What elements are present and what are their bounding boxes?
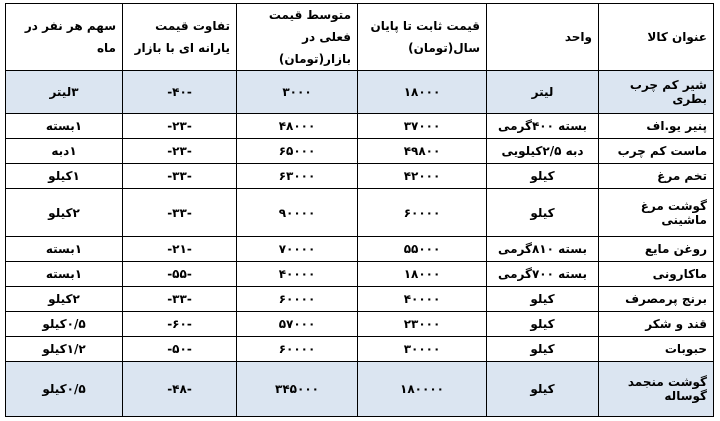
table-cell: بسته ۴۰۰گرمی bbox=[486, 113, 599, 139]
table-cell: ۱بسته bbox=[5, 261, 123, 287]
table-cell: ۱۸۰۰۰۰ bbox=[357, 361, 487, 417]
table-cell: ۱۸۰۰۰ bbox=[357, 70, 487, 114]
table-cell: ۶۵۰۰۰ bbox=[236, 138, 358, 164]
table-row: گوشت منجمد گوساله کیلو ۱۸۰۰۰۰ ۳۴۵۰۰۰ -۴۸- ۰/۵… bbox=[5, 361, 714, 417]
table-cell: ۶۰۰۰۰ bbox=[357, 188, 487, 237]
table-cell: ۱بسته bbox=[5, 113, 123, 139]
table-cell: ۲کیلو bbox=[5, 286, 123, 312]
table-cell: -۲۱- bbox=[122, 236, 237, 262]
header-cell: عنوان کالا bbox=[598, 3, 714, 71]
table-row: شیر کم چرب بطری لیتر ۱۸۰۰۰ ۳۰۰۰ -۴۰- ۳لیتر bbox=[5, 70, 714, 114]
table-cell: ۵۵۰۰۰ bbox=[357, 236, 487, 262]
item-name: برنج پرمصرف bbox=[598, 286, 714, 312]
table-cell: ۱/۲کیلو bbox=[5, 336, 123, 362]
table-cell: بسته ۷۰۰گرمی bbox=[486, 261, 599, 287]
table-cell: ۱۸۰۰۰ bbox=[357, 261, 487, 287]
table-cell: -۴۰- bbox=[122, 70, 237, 114]
item-name: شیر کم چرب بطری bbox=[598, 70, 714, 114]
header-row: عنوان کالا واحد قیمت ثابت تا پایان سال(توم… bbox=[5, 3, 714, 71]
table-cell: ۰/۵کیلو bbox=[5, 311, 123, 337]
table-cell: کیلو bbox=[486, 336, 599, 362]
table-cell: ۴۰۰۰۰ bbox=[236, 261, 358, 287]
header-cell: سهم هر نفر در ماه bbox=[5, 3, 123, 71]
table-cell: -۴۸- bbox=[122, 361, 237, 417]
table-cell: ۶۳۰۰۰ bbox=[236, 163, 358, 189]
item-name: ماکارونی bbox=[598, 261, 714, 287]
table-cell: ۵۷۰۰۰ bbox=[236, 311, 358, 337]
table-row: قند و شکر کیلو ۲۳۰۰۰ ۵۷۰۰۰ -۶۰- ۰/۵کیلو bbox=[5, 311, 714, 337]
table-cell: ۱بسته bbox=[5, 236, 123, 262]
table-cell: کیلو bbox=[486, 188, 599, 237]
table-cell: ۲کیلو bbox=[5, 188, 123, 237]
table-cell: -۳۳- bbox=[122, 188, 237, 237]
header-cell: متوسط قیمت فعلی در بازار(تومان) bbox=[236, 3, 358, 71]
table-cell: کیلو bbox=[486, 361, 599, 417]
table-cell: ۷۰۰۰۰ bbox=[236, 236, 358, 262]
item-name: گوشت منجمد گوساله bbox=[598, 361, 714, 417]
item-name: گوشت مرغ ماشینی bbox=[598, 188, 714, 237]
table-row: گوشت مرغ ماشینی کیلو ۶۰۰۰۰ ۹۰۰۰۰ -۳۳- ۲کیلو bbox=[5, 188, 714, 237]
table-cell: ۱دبه bbox=[5, 138, 123, 164]
table-row: ماست کم چرب دبه ۲/۵کیلویی ۴۹۸۰۰ ۶۵۰۰۰ -۲۳- ۱د… bbox=[5, 138, 714, 164]
item-name: تخم مرغ bbox=[598, 163, 714, 189]
table-cell: دبه ۲/۵کیلویی bbox=[486, 138, 599, 164]
table-body: شیر کم چرب بطری لیتر ۱۸۰۰۰ ۳۰۰۰ -۴۰- ۳لیتر پنی… bbox=[5, 70, 714, 417]
table-cell: ۶۰۰۰۰ bbox=[236, 336, 358, 362]
header-cell: قیمت ثابت تا پایان سال(تومان) bbox=[357, 3, 487, 71]
table-cell: کیلو bbox=[486, 286, 599, 312]
table-cell: بسته ۸۱۰گرمی bbox=[486, 236, 599, 262]
table-row: برنج پرمصرف کیلو ۴۰۰۰۰ ۶۰۰۰۰ -۳۳- ۲کیلو bbox=[5, 286, 714, 312]
price-table: عنوان کالا واحد قیمت ثابت تا پایان سال(توم… bbox=[5, 3, 714, 417]
table-cell: -۳۳- bbox=[122, 163, 237, 189]
table-cell: کیلو bbox=[486, 311, 599, 337]
table-row: تخم مرغ کیلو ۴۲۰۰۰ ۶۳۰۰۰ -۳۳- ۱کیلو bbox=[5, 163, 714, 189]
item-name: ماست کم چرب bbox=[598, 138, 714, 164]
table-row: پنیر یو.اف بسته ۴۰۰گرمی ۳۷۰۰۰ ۴۸۰۰۰ -۲۳- ۱بست… bbox=[5, 113, 714, 139]
header-cell: تفاوت قیمت یارانه ای با بازار bbox=[122, 3, 237, 71]
table-cell: -۶۰- bbox=[122, 311, 237, 337]
table-row: حبوبات کیلو ۳۰۰۰۰ ۶۰۰۰۰ -۵۰- ۱/۲کیلو bbox=[5, 336, 714, 362]
table-row: ماکارونی بسته ۷۰۰گرمی ۱۸۰۰۰ ۴۰۰۰۰ -۵۵- ۱بسته bbox=[5, 261, 714, 287]
table-cell: ۴۲۰۰۰ bbox=[357, 163, 487, 189]
table-cell: ۹۰۰۰۰ bbox=[236, 188, 358, 237]
table-cell: ۴۰۰۰۰ bbox=[357, 286, 487, 312]
table-cell: ۳۰۰۰۰ bbox=[357, 336, 487, 362]
table-cell: لیتر bbox=[486, 70, 599, 114]
table-cell: -۲۳- bbox=[122, 138, 237, 164]
table-cell: -۵۵- bbox=[122, 261, 237, 287]
item-name: حبوبات bbox=[598, 336, 714, 362]
table-cell: ۴۹۸۰۰ bbox=[357, 138, 487, 164]
table-row: روغن مایع بسته ۸۱۰گرمی ۵۵۰۰۰ ۷۰۰۰۰ -۲۱- ۱بسته bbox=[5, 236, 714, 262]
table-cell: کیلو bbox=[486, 163, 599, 189]
table-cell: ۳۷۰۰۰ bbox=[357, 113, 487, 139]
table-cell: ۱کیلو bbox=[5, 163, 123, 189]
table-cell: ۲۳۰۰۰ bbox=[357, 311, 487, 337]
item-name: روغن مایع bbox=[598, 236, 714, 262]
table-cell: ۴۸۰۰۰ bbox=[236, 113, 358, 139]
table-cell: ۳۴۵۰۰۰ bbox=[236, 361, 358, 417]
table-cell: ۳لیتر bbox=[5, 70, 123, 114]
table-cell: ۶۰۰۰۰ bbox=[236, 286, 358, 312]
item-name: پنیر یو.اف bbox=[598, 113, 714, 139]
table-cell: -۳۳- bbox=[122, 286, 237, 312]
table-cell: -۲۳- bbox=[122, 113, 237, 139]
item-name: قند و شکر bbox=[598, 311, 714, 337]
table-cell: ۰/۵کیلو bbox=[5, 361, 123, 417]
table-cell: -۵۰- bbox=[122, 336, 237, 362]
table-cell: ۳۰۰۰ bbox=[236, 70, 358, 114]
header-cell: واحد bbox=[486, 3, 599, 71]
